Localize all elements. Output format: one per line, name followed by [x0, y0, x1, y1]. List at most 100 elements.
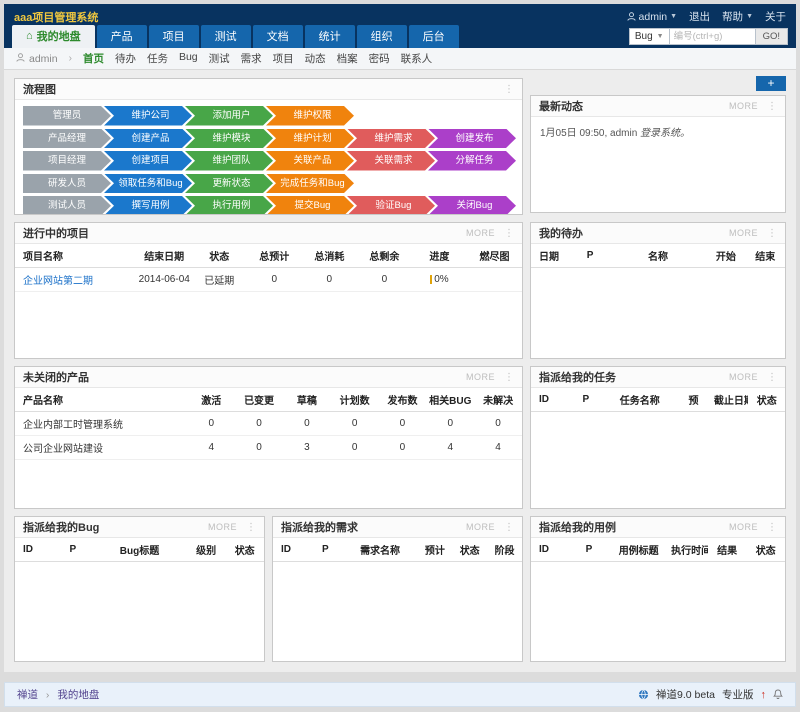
table-cell: 0	[426, 411, 475, 436]
panel-my-todo: 我的待办 MORE ⋮ 日期 P 名称 开始 结束	[530, 222, 786, 359]
notification-bell-icon[interactable]	[773, 689, 783, 700]
user-icon	[16, 52, 25, 65]
panel-title: 进行中的项目	[23, 228, 89, 240]
tab-组织[interactable]: 组织	[356, 25, 407, 48]
more-link[interactable]: MORE	[466, 372, 495, 382]
panel-menu-icon[interactable]: ⋮	[767, 227, 777, 239]
flow-step[interactable]: 维护公司	[104, 106, 192, 126]
more-link[interactable]: MORE	[466, 228, 495, 238]
topbar: aaa项目管理系统 admin ▼ 退出 帮助 ▼ 关于	[4, 4, 796, 26]
panel-menu-icon[interactable]: ⋮	[767, 521, 777, 533]
flow-step[interactable]: 维护需求	[347, 129, 435, 149]
panel-menu-icon[interactable]: ⋮	[504, 83, 514, 95]
column-header: 执行时间	[669, 538, 708, 562]
more-link[interactable]: MORE	[729, 372, 758, 382]
column-header: 截止日期	[711, 388, 749, 412]
flow-step[interactable]: 完成任务和Bug	[266, 174, 354, 194]
search-go-button[interactable]: GO!	[755, 28, 788, 45]
footer-page-link[interactable]: 我的地盘	[57, 689, 100, 701]
logout-link[interactable]: 退出	[689, 11, 711, 23]
column-header: 总预计	[246, 244, 302, 268]
flow-step[interactable]: 验证Bug	[347, 196, 435, 215]
subnav-link-测试[interactable]: 测试	[208, 53, 230, 65]
flow-row: 测试人员 撰写用例 执行用例 提交Bug 验证Bug 关闭Bug	[23, 196, 514, 215]
search-input[interactable]	[669, 28, 756, 45]
version-link[interactable]: 禅道9.0 beta	[656, 689, 715, 701]
column-header: 需求名称	[342, 538, 418, 562]
upgrade-arrow-icon[interactable]: ↑	[760, 688, 767, 701]
flow-step[interactable]: 创建产品	[104, 129, 192, 149]
flow-step[interactable]: 关闭Bug	[428, 196, 516, 215]
news-action: 登录系统。	[640, 128, 691, 139]
tab-产品[interactable]: 产品	[96, 25, 147, 48]
flow-step[interactable]: 执行用例	[185, 196, 273, 215]
flow-step[interactable]: 领取任务和Bug	[104, 174, 192, 194]
footer: 禅道 › 我的地盘 禅道9.0 beta 专业版 ↑	[4, 682, 796, 707]
table-cell: 公司企业网站建设	[15, 435, 188, 460]
chevron-down-icon: ▼	[670, 13, 678, 20]
about-link[interactable]: 关于	[765, 11, 786, 23]
flow-step[interactable]: 撰写用例	[104, 196, 192, 215]
panel-menu-icon[interactable]: ⋮	[767, 371, 777, 383]
flow-step[interactable]: 分解任务	[428, 151, 516, 171]
zentao-logo-icon	[638, 689, 649, 700]
tab-文档[interactable]: 文档	[252, 25, 303, 48]
table-cell: 3	[282, 435, 331, 460]
app-header: aaa项目管理系统 admin ▼ 退出 帮助 ▼ 关于 ⌂ 我的地盘	[4, 4, 796, 48]
footer-home-link[interactable]: 禅道	[17, 689, 38, 701]
edition-link[interactable]: 专业版	[722, 689, 754, 701]
flow-row: 研发人员 领取任务和Bug 更新状态 完成任务和Bug	[23, 174, 514, 194]
flow-role: 项目经理	[23, 151, 111, 171]
panel-menu-icon[interactable]: ⋮	[246, 521, 256, 533]
panel-menu-icon[interactable]: ⋮	[504, 371, 514, 383]
more-link[interactable]: MORE	[208, 522, 237, 532]
subnav-link-密码[interactable]: 密码	[368, 53, 390, 65]
tab-测试[interactable]: 测试	[200, 25, 251, 48]
subnav-link-动态[interactable]: 动态	[304, 53, 326, 65]
subnav-link-档案[interactable]: 档案	[336, 53, 358, 65]
help-menu[interactable]: 帮助 ▼	[722, 9, 753, 24]
flow-step[interactable]: 提交Bug	[266, 196, 354, 215]
panel-title: 指派给我的需求	[281, 522, 358, 534]
flow-row: 产品经理 创建产品 维护模块 维护计划 维护需求 创建发布	[23, 129, 514, 149]
more-link[interactable]: MORE	[729, 228, 758, 238]
subnav-link-项目[interactable]: 项目	[272, 53, 294, 65]
panel-flowchart: 流程图 ⋮ 管理员 维护公司 添加用户 维护权限 产品经理 创建产品 维护模块 维护计划 维护需…	[14, 78, 523, 215]
flow-step[interactable]: 维护模块	[185, 129, 273, 149]
flow-step[interactable]: 创建项目	[104, 151, 192, 171]
flow-step[interactable]: 关联产品	[266, 151, 354, 171]
subnav-link-需求[interactable]: 需求	[240, 53, 262, 65]
table-cell: 0	[378, 435, 427, 460]
panel-menu-icon[interactable]: ⋮	[767, 100, 777, 112]
flow-step[interactable]: 维护团队	[185, 151, 273, 171]
flow-step[interactable]: 维护权限	[266, 106, 354, 126]
item-link[interactable]: 企业网站第二期	[23, 276, 93, 287]
user-menu[interactable]: admin ▼	[626, 11, 678, 23]
add-block-button[interactable]: +	[756, 76, 786, 91]
subnav-link-联系人[interactable]: 联系人	[400, 53, 433, 65]
search-type-select[interactable]: Bug ▼	[628, 28, 670, 45]
tab-项目[interactable]: 项目	[148, 25, 199, 48]
subnav-link-首页[interactable]: 首页	[82, 53, 104, 65]
subnav-link-Bug[interactable]: Bug	[178, 51, 198, 63]
tab-统计[interactable]: 统计	[304, 25, 355, 48]
more-link[interactable]: MORE	[466, 522, 495, 532]
column-header: 发布数	[378, 388, 427, 412]
panel-menu-icon[interactable]: ⋮	[504, 227, 514, 239]
more-link[interactable]: MORE	[729, 101, 758, 111]
tab-my-dashboard[interactable]: ⌂ 我的地盘	[12, 25, 95, 48]
column-header: 草稿	[282, 388, 331, 412]
subnav-link-待办[interactable]: 待办	[114, 53, 136, 65]
column-header: P	[569, 538, 609, 562]
flow-step[interactable]: 关联需求	[347, 151, 435, 171]
tab-后台[interactable]: 后台	[408, 25, 459, 48]
subnav-link-任务[interactable]: 任务	[146, 53, 168, 65]
flow-step[interactable]: 创建发布	[428, 129, 516, 149]
more-link[interactable]: MORE	[729, 522, 758, 532]
panel-menu-icon[interactable]: ⋮	[504, 521, 514, 533]
table-cell	[466, 267, 522, 292]
flow-step[interactable]: 维护计划	[266, 129, 354, 149]
flow-step[interactable]: 更新状态	[185, 174, 273, 194]
flow-step[interactable]: 添加用户	[185, 106, 273, 126]
column-header: ID	[531, 538, 570, 562]
